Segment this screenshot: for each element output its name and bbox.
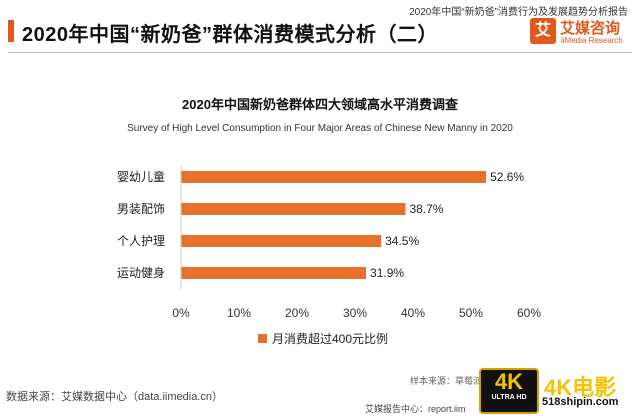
header-divider bbox=[8, 52, 632, 53]
bar bbox=[181, 267, 367, 279]
title-accent-bar bbox=[8, 20, 14, 42]
watermark-badge-small: ULTRA HD bbox=[491, 394, 527, 401]
watermark-4k-badge: 4K ULTRA HD bbox=[479, 368, 539, 414]
watermark-badge-big: 4K bbox=[494, 369, 524, 394]
x-tick-label: 60% bbox=[517, 306, 541, 320]
logo-name-cn: 艾媒咨询 bbox=[560, 20, 621, 37]
value-label: 34.5% bbox=[385, 234, 419, 248]
iimedia-logo: 艾 艾媒咨询 iiMedia Research bbox=[530, 18, 630, 48]
bar bbox=[181, 171, 487, 183]
value-label: 38.7% bbox=[409, 202, 443, 216]
bar-chart: 2020年中国新奶爸群体四大领域高水平消费调查 Survey of High Le… bbox=[117, 97, 541, 346]
value-label: 52.6% bbox=[490, 170, 524, 184]
legend-label: 月消费超过400元比例 bbox=[272, 331, 388, 346]
x-tick-label: 10% bbox=[227, 306, 251, 320]
value-label: 31.9% bbox=[370, 266, 404, 280]
watermark-url: 518shipin.com bbox=[542, 396, 619, 408]
chart-title: 2020年中国新奶爸群体四大领域高水平消费调查 bbox=[182, 97, 459, 112]
report-caption: 2020年中国“新奶爸”消费行为及发展趋势分析报告 bbox=[409, 7, 628, 18]
bar bbox=[181, 235, 382, 247]
logo-mark-icon: 艾 bbox=[530, 18, 556, 44]
data-source: 数据来源：艾媒数据中心（data.iimedia.cn） bbox=[6, 391, 223, 403]
category-label: 男装配饰 bbox=[117, 202, 165, 216]
x-tick-label: 0% bbox=[172, 306, 190, 320]
x-tick-label: 50% bbox=[459, 306, 483, 320]
chart-subtitle: Survey of High Level Consumption in Four… bbox=[127, 123, 513, 134]
legend-swatch bbox=[258, 334, 267, 343]
report-center: 艾媒报告中心：report.iim bbox=[365, 404, 466, 414]
logo-name-en: iiMedia Research bbox=[561, 36, 623, 45]
watermark-text: 4K电影 bbox=[544, 375, 617, 400]
page-title: 2020年中国“新奶爸”群体消费模式分析（二） bbox=[22, 24, 438, 46]
x-tick-label: 40% bbox=[401, 306, 425, 320]
category-label: 婴幼儿童 bbox=[117, 169, 165, 184]
x-tick-label: 30% bbox=[343, 306, 367, 320]
sample-source: 样本来源：草莓派 bbox=[410, 376, 483, 386]
category-label: 运动健身 bbox=[117, 265, 165, 280]
category-label: 个人护理 bbox=[117, 234, 165, 248]
bar bbox=[181, 203, 406, 215]
x-tick-label: 20% bbox=[285, 306, 309, 320]
